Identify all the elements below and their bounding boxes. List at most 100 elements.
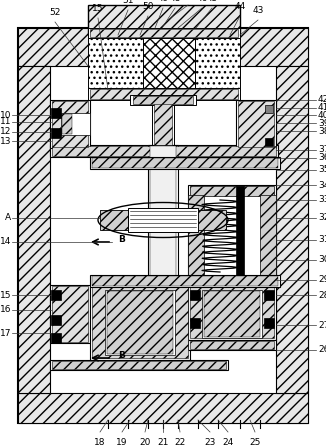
Bar (236, 186, 244, 284)
Text: 20: 20 (139, 438, 151, 447)
Bar (92, 276, 278, 286)
Bar (51, 128, 61, 138)
Text: 17: 17 (0, 329, 11, 337)
Text: 24: 24 (222, 438, 234, 447)
Bar (190, 341, 274, 349)
Bar (188, 285, 276, 340)
Bar (100, 210, 128, 230)
Text: 40: 40 (318, 110, 326, 119)
Bar (50, 285, 90, 343)
Text: 23: 23 (204, 438, 216, 447)
Bar (52, 361, 226, 369)
Bar (18, 393, 308, 423)
Bar (51, 290, 61, 300)
Text: 43: 43 (252, 6, 264, 15)
Bar (18, 28, 308, 66)
Text: 46: 46 (196, 0, 208, 3)
Text: 45: 45 (206, 0, 218, 3)
Bar (90, 157, 280, 169)
Bar (90, 275, 280, 287)
Bar (265, 105, 273, 113)
Bar (190, 290, 200, 300)
Text: 15: 15 (92, 4, 104, 13)
Bar (51, 108, 61, 118)
Bar (150, 146, 176, 284)
Text: 51: 51 (122, 0, 134, 5)
Bar (264, 290, 274, 300)
Text: 37: 37 (318, 146, 326, 155)
Text: 34: 34 (318, 181, 326, 190)
Bar (195, 35, 240, 90)
Bar (90, 285, 190, 360)
Text: 39: 39 (318, 118, 326, 127)
Bar (92, 287, 188, 358)
Text: 12: 12 (0, 127, 11, 136)
Bar (88, 28, 240, 38)
Bar (92, 158, 278, 168)
Text: 22: 22 (174, 438, 185, 447)
Bar (154, 102, 172, 145)
Text: 50: 50 (142, 2, 154, 11)
Bar (18, 66, 50, 393)
Text: 15: 15 (0, 291, 11, 299)
Text: 28: 28 (318, 291, 326, 299)
Bar (188, 195, 204, 275)
Bar (18, 28, 308, 423)
Text: 32: 32 (318, 214, 326, 223)
Text: 26: 26 (318, 346, 326, 354)
Bar (51, 333, 61, 343)
Text: 49: 49 (157, 0, 169, 3)
Bar (143, 35, 195, 90)
Text: 52: 52 (49, 8, 61, 17)
Text: 19: 19 (116, 438, 128, 447)
Text: 13: 13 (0, 136, 11, 146)
Text: 29: 29 (318, 275, 326, 284)
Bar (133, 96, 193, 104)
Bar (90, 89, 238, 99)
Bar (148, 145, 178, 285)
Bar (52, 101, 88, 147)
Text: 35: 35 (318, 165, 326, 174)
Bar (190, 318, 200, 328)
Text: B: B (118, 235, 125, 244)
Text: 38: 38 (318, 127, 326, 135)
Text: A: A (5, 214, 11, 223)
Bar (152, 90, 174, 145)
Bar (188, 185, 276, 285)
Bar (204, 291, 260, 337)
Bar (51, 315, 61, 325)
Bar (52, 286, 88, 342)
Text: 18: 18 (94, 438, 106, 447)
Bar (236, 100, 276, 148)
Bar (50, 100, 90, 148)
Text: 11: 11 (0, 118, 11, 127)
Bar (88, 35, 143, 90)
Text: 31: 31 (318, 236, 326, 245)
Bar (88, 5, 240, 35)
Text: 41: 41 (318, 104, 326, 113)
Text: B: B (118, 350, 125, 359)
Bar (276, 66, 308, 393)
Text: 14: 14 (0, 237, 11, 246)
Bar (238, 101, 274, 147)
Bar (265, 138, 273, 146)
Bar (61, 113, 90, 135)
Bar (128, 208, 198, 232)
Bar (90, 29, 238, 37)
Text: 44: 44 (234, 2, 245, 11)
Text: 16: 16 (0, 305, 11, 315)
Bar (50, 145, 278, 157)
Text: 25: 25 (249, 438, 261, 447)
Text: 48: 48 (169, 0, 181, 3)
Bar (198, 210, 226, 230)
Bar (62, 114, 72, 134)
Bar (188, 340, 276, 350)
Bar (190, 186, 274, 196)
Text: 33: 33 (318, 195, 326, 204)
Text: 10: 10 (0, 110, 11, 119)
Bar (130, 95, 196, 105)
Bar (52, 146, 276, 156)
Text: 36: 36 (318, 153, 326, 163)
Text: 42: 42 (318, 96, 326, 105)
Bar (190, 287, 274, 338)
